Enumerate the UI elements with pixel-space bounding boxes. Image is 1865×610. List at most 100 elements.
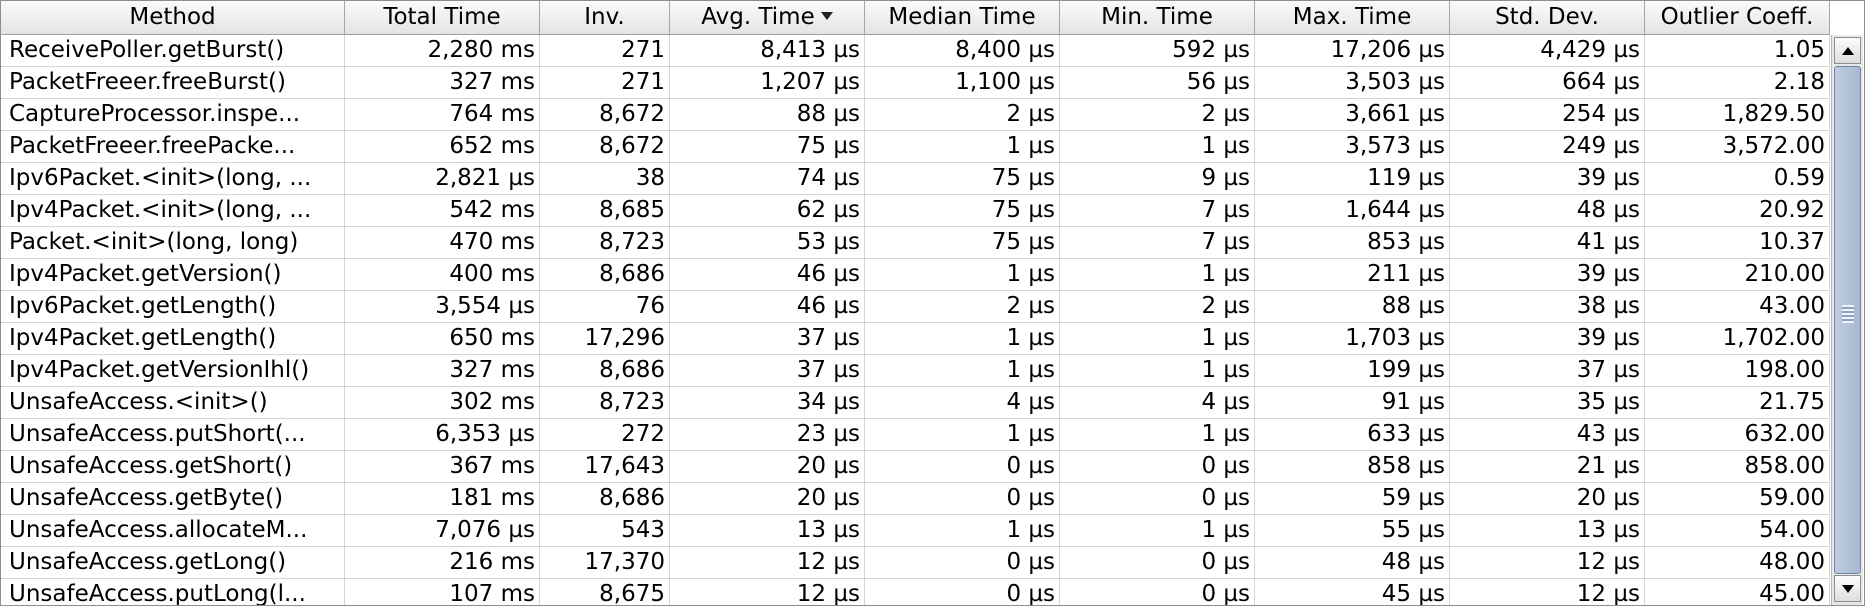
table-cell: 199 µs <box>1255 355 1450 386</box>
table-cell: 764 ms <box>345 99 540 130</box>
table-cell: 38 µs <box>1450 291 1645 322</box>
table-cell: 17,206 µs <box>1255 35 1450 66</box>
table-cell: 53 µs <box>670 227 865 258</box>
table-cell: 75 µs <box>865 227 1060 258</box>
table-cell: 20.92 <box>1645 195 1830 226</box>
table-cell: 12 µs <box>1450 579 1645 605</box>
table-row[interactable]: Ipv6Packet.getLength() 3,554 µs 76 46 µs 2 µ… <box>1 291 1830 323</box>
scrollbar-thumb[interactable] <box>1834 66 1861 574</box>
table-cell: 0 µs <box>865 483 1060 514</box>
table-row[interactable]: UnsafeAccess.putShort(... 6,353 µs 272 23 µ… <box>1 419 1830 451</box>
table-cell: 46 µs <box>670 259 865 290</box>
vertical-scrollbar[interactable] <box>1831 35 1863 605</box>
column-header-max-time[interactable]: Max. Time <box>1255 1 1450 34</box>
table-cell: 327 ms <box>345 355 540 386</box>
table-cell: 54.00 <box>1645 515 1830 546</box>
table-cell: 20 µs <box>1450 483 1645 514</box>
table-row[interactable]: PacketFreeer.freeBurst() 327 ms 271 1,207 µ… <box>1 67 1830 99</box>
table-row[interactable]: UnsafeAccess.getShort() 367 ms 17,643 20 µs… <box>1 451 1830 483</box>
table-row[interactable]: Ipv4Packet.<init>(long, ... 542 ms 8,685 62… <box>1 195 1830 227</box>
column-header-avg-time[interactable]: Avg. Time <box>670 1 865 34</box>
table-row[interactable]: Packet.<init>(long, long) 470 ms 8,723 53 µ… <box>1 227 1830 259</box>
table-cell: 652 ms <box>345 131 540 162</box>
table-cell: 2.18 <box>1645 67 1830 98</box>
column-header-label: Outlier Coeff. <box>1660 4 1814 30</box>
table-cell: 48.00 <box>1645 547 1830 578</box>
table-cell: 198.00 <box>1645 355 1830 386</box>
method-name-cell: PacketFreeer.freeBurst() <box>1 67 345 98</box>
arrow-up-icon <box>1841 46 1854 55</box>
table-cell: 37 µs <box>1450 355 1645 386</box>
table-cell: 75 µs <box>865 163 1060 194</box>
table-cell: 45.00 <box>1645 579 1830 605</box>
table-cell: 0 µs <box>1060 579 1255 605</box>
arrow-down-icon <box>1841 584 1854 593</box>
table-cell: 271 <box>540 67 670 98</box>
table-cell: 1 µs <box>865 355 1060 386</box>
table-cell: 181 ms <box>345 483 540 514</box>
table-row[interactable]: UnsafeAccess.<init>() 302 ms 8,723 34 µs 4 µ… <box>1 387 1830 419</box>
table-cell: 1,644 µs <box>1255 195 1450 226</box>
table-cell: 1 µs <box>865 131 1060 162</box>
scroll-up-button[interactable] <box>1834 37 1861 64</box>
table-cell: 302 ms <box>345 387 540 418</box>
table-row[interactable]: Ipv6Packet.<init>(long, ... 2,821 µs 38 74 … <box>1 163 1830 195</box>
table-cell: 17,643 <box>540 451 670 482</box>
table-row[interactable]: UnsafeAccess.getByte() 181 ms 8,686 20 µs 0 … <box>1 483 1830 515</box>
table-cell: 17,370 <box>540 547 670 578</box>
table-row[interactable]: Ipv4Packet.getVersionIhl() 327 ms 8,686 37 … <box>1 355 1830 387</box>
column-header-total-time[interactable]: Total Time <box>345 1 540 34</box>
table-cell: 1 µs <box>865 259 1060 290</box>
column-header-median-time[interactable]: Median Time <box>865 1 1060 34</box>
table-cell: 12 µs <box>670 579 865 605</box>
method-timing-table: Method Total Time Inv. Avg. Time Median Time… <box>1 1 1830 605</box>
method-name-cell: CaptureProcessor.inspe... <box>1 99 345 130</box>
column-header-min-time[interactable]: Min. Time <box>1060 1 1255 34</box>
column-header-std-dev[interactable]: Std. Dev. <box>1450 1 1645 34</box>
table-cell: 8,672 <box>540 99 670 130</box>
table-row[interactable]: PacketFreeer.freePacke... 652 ms 8,672 75 µ… <box>1 131 1830 163</box>
table-cell: 272 <box>540 419 670 450</box>
column-header-method[interactable]: Method <box>1 1 345 34</box>
method-name-cell: Packet.<init>(long, long) <box>1 227 345 258</box>
column-header-label: Std. Dev. <box>1495 4 1599 30</box>
scroll-down-button[interactable] <box>1834 575 1861 602</box>
table-row[interactable]: UnsafeAccess.putLong(l... 107 ms 8,675 12 µ… <box>1 579 1830 605</box>
table-row[interactable]: CaptureProcessor.inspe... 764 ms 8,672 88 µ… <box>1 99 1830 131</box>
table-cell: 211 µs <box>1255 259 1450 290</box>
table-cell: 543 <box>540 515 670 546</box>
method-name-cell: UnsafeAccess.getShort() <box>1 451 345 482</box>
table-cell: 39 µs <box>1450 259 1645 290</box>
column-header-inv[interactable]: Inv. <box>540 1 670 34</box>
table-header: Method Total Time Inv. Avg. Time Median Time… <box>1 1 1830 35</box>
table-row[interactable]: ReceivePoller.getBurst() 2,280 ms 271 8,413… <box>1 35 1830 67</box>
table-row[interactable]: Ipv4Packet.getVersion() 400 ms 8,686 46 µs 1… <box>1 259 1830 291</box>
table-cell: 91 µs <box>1255 387 1450 418</box>
table-row[interactable]: UnsafeAccess.getLong() 216 ms 17,370 12 µs 0… <box>1 547 1830 579</box>
table-cell: 3,661 µs <box>1255 99 1450 130</box>
table-cell: 1,207 µs <box>670 67 865 98</box>
table-cell: 8,723 <box>540 227 670 258</box>
table-cell: 10.37 <box>1645 227 1830 258</box>
table-cell: 858 µs <box>1255 451 1450 482</box>
table-cell: 4,429 µs <box>1450 35 1645 66</box>
table-cell: 41 µs <box>1450 227 1645 258</box>
method-name-cell: UnsafeAccess.<init>() <box>1 387 345 418</box>
table-cell: 1 µs <box>865 419 1060 450</box>
table-cell: 2,280 ms <box>345 35 540 66</box>
column-header-outlier-coeff[interactable]: Outlier Coeff. <box>1645 1 1830 34</box>
table-row[interactable]: UnsafeAccess.allocateM... 7,076 µs 543 13 µ… <box>1 515 1830 547</box>
table-cell: 12 µs <box>670 547 865 578</box>
table-cell: 43.00 <box>1645 291 1830 322</box>
table-cell: 56 µs <box>1060 67 1255 98</box>
table-cell: 13 µs <box>1450 515 1645 546</box>
table-cell: 1 µs <box>1060 355 1255 386</box>
table-cell: 1,703 µs <box>1255 323 1450 354</box>
table-cell: 2 µs <box>1060 291 1255 322</box>
table-body: ReceivePoller.getBurst() 2,280 ms 271 8,413… <box>1 35 1830 605</box>
table-row[interactable]: Ipv4Packet.getLength() 650 ms 17,296 37 µs 1… <box>1 323 1830 355</box>
table-cell: 107 ms <box>345 579 540 605</box>
table-cell: 8,675 <box>540 579 670 605</box>
table-cell: 17,296 <box>540 323 670 354</box>
table-cell: 3,554 µs <box>345 291 540 322</box>
